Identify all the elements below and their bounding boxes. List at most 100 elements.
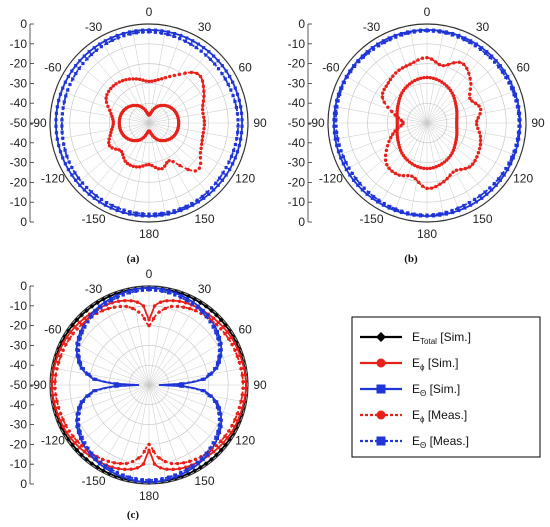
data-point bbox=[220, 64, 224, 68]
data-point bbox=[502, 69, 506, 73]
data-point bbox=[233, 156, 237, 160]
data-point bbox=[95, 464, 100, 470]
data-point bbox=[190, 302, 194, 306]
panel-caption: (a) bbox=[127, 253, 140, 265]
data-point bbox=[220, 72, 224, 76]
data-point bbox=[107, 144, 112, 148]
data-point bbox=[233, 86, 237, 90]
data-point bbox=[388, 204, 392, 209]
polar-plot-2: 0 30 60 90 120 150 180 -150 -120 -90 -60 -30 0 -10 -20… bbox=[288, 5, 545, 265]
data-point bbox=[134, 77, 139, 81]
data-point bbox=[64, 423, 68, 428]
data-point bbox=[448, 173, 452, 177]
data-point bbox=[66, 436, 71, 442]
data-point bbox=[431, 29, 436, 33]
data-point bbox=[233, 418, 237, 422]
data-point bbox=[502, 173, 506, 177]
grid-spoke bbox=[73, 122, 150, 187]
data-point bbox=[235, 419, 240, 423]
grid-spoke bbox=[99, 384, 150, 471]
data-point bbox=[122, 34, 126, 38]
radial-tick-label: -10 bbox=[10, 457, 28, 471]
data-point bbox=[86, 446, 90, 450]
data-point bbox=[384, 84, 388, 88]
data-point bbox=[159, 77, 164, 81]
grid-spoke bbox=[426, 25, 445, 124]
data-point bbox=[140, 28, 145, 32]
data-point bbox=[231, 162, 235, 166]
data-point bbox=[217, 406, 221, 410]
data-point bbox=[186, 471, 191, 476]
data-point bbox=[377, 198, 381, 202]
data-point bbox=[171, 159, 175, 164]
radial-tick-label: 0 bbox=[20, 279, 27, 293]
grid-spoke bbox=[148, 25, 167, 124]
data-point bbox=[160, 477, 164, 481]
data-point bbox=[470, 99, 474, 103]
data-point bbox=[400, 151, 404, 155]
data-point bbox=[122, 156, 126, 160]
data-point bbox=[75, 412, 79, 416]
data-point bbox=[223, 332, 227, 336]
data-point bbox=[77, 66, 81, 71]
data-point bbox=[77, 342, 81, 347]
data-point bbox=[214, 331, 218, 335]
data-point bbox=[217, 342, 221, 347]
data-point bbox=[202, 94, 206, 98]
legend-marker bbox=[376, 436, 386, 446]
grid-spoke bbox=[51, 105, 150, 124]
data-point bbox=[194, 45, 198, 50]
data-point bbox=[333, 137, 337, 141]
radial-tick-label: 0 bbox=[298, 17, 305, 31]
data-point bbox=[117, 148, 121, 152]
grid-spoke bbox=[148, 384, 243, 420]
grid-spoke bbox=[148, 309, 213, 386]
data-point bbox=[98, 42, 102, 46]
data-point bbox=[385, 162, 389, 167]
data-point bbox=[172, 34, 176, 38]
data-point bbox=[340, 86, 344, 91]
series-ephi-sim bbox=[395, 75, 459, 171]
data-point bbox=[451, 210, 455, 215]
data-point bbox=[209, 394, 213, 398]
grid-spoke bbox=[148, 384, 199, 471]
data-point bbox=[112, 305, 117, 309]
data-point bbox=[55, 105, 59, 109]
data-point bbox=[516, 131, 521, 135]
grid-spoke bbox=[148, 73, 235, 124]
data-point bbox=[419, 166, 423, 170]
data-point bbox=[189, 42, 193, 46]
angle-tick-label: 30 bbox=[198, 282, 212, 296]
data-point bbox=[431, 166, 435, 170]
data-point bbox=[171, 467, 175, 472]
data-point bbox=[498, 64, 502, 68]
data-point bbox=[468, 40, 472, 45]
data-point bbox=[202, 389, 206, 393]
data-point bbox=[58, 412, 63, 416]
data-point bbox=[134, 31, 138, 35]
data-point bbox=[500, 172, 504, 176]
data-point bbox=[137, 456, 141, 460]
data-point bbox=[92, 389, 96, 393]
data-point bbox=[55, 399, 59, 403]
radial-tick-label: -10 bbox=[288, 195, 306, 209]
data-point bbox=[237, 98, 241, 103]
data-point bbox=[510, 87, 514, 91]
data-point bbox=[214, 312, 219, 318]
legend-marker bbox=[376, 410, 386, 420]
grid-spokes bbox=[50, 286, 248, 484]
data-point bbox=[134, 29, 138, 33]
data-point bbox=[337, 143, 341, 147]
data-point bbox=[160, 31, 164, 35]
polar-plot-1: 0 30 60 90 120 150 180 -150 -120 -90 -60 -30 0 -10 -20… bbox=[10, 5, 267, 265]
data-point bbox=[61, 86, 65, 90]
data-point bbox=[53, 386, 57, 390]
data-point bbox=[216, 320, 221, 325]
data-point bbox=[66, 328, 71, 334]
data-point bbox=[77, 423, 81, 428]
data-point bbox=[516, 111, 521, 115]
data-point bbox=[465, 66, 469, 71]
data-point bbox=[75, 327, 79, 331]
data-point bbox=[223, 77, 227, 81]
